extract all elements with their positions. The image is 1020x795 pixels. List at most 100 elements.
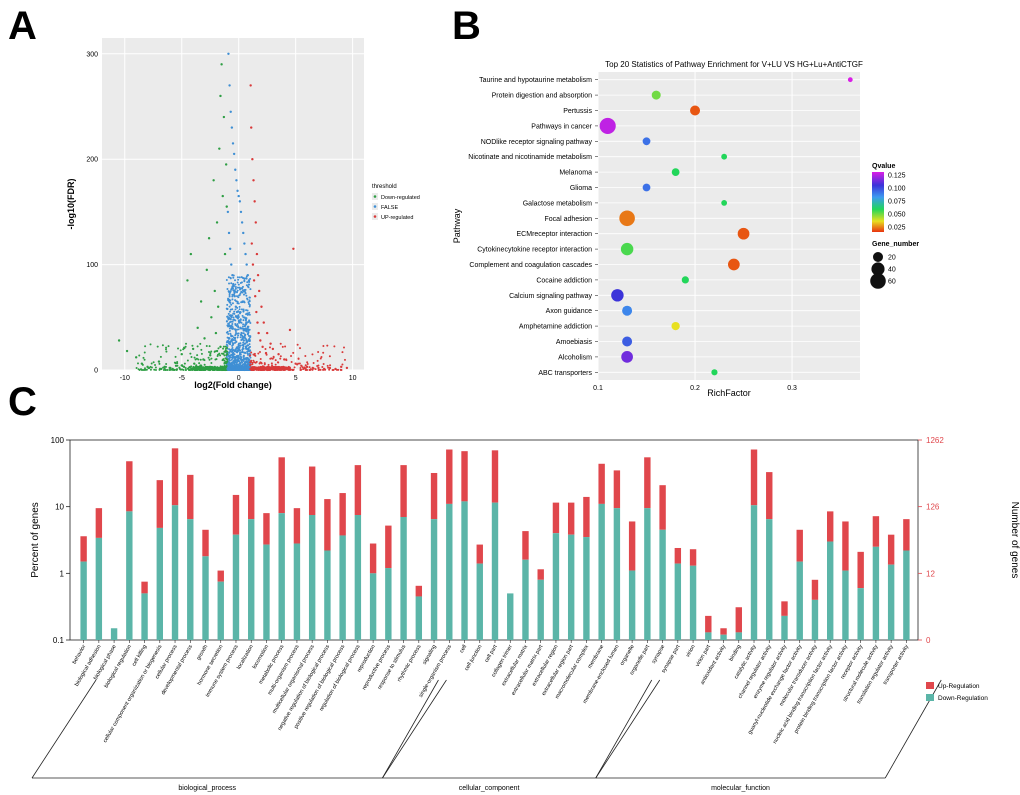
volcano-point-down bbox=[182, 368, 185, 371]
kegg-pathway-label: Cytokinecytokine receptor interaction bbox=[477, 247, 592, 254]
volcano-x-tick-label: 10 bbox=[349, 375, 357, 382]
volcano-point-false bbox=[245, 358, 248, 361]
volcano-point bbox=[265, 367, 269, 370]
volcano-point-up bbox=[251, 363, 254, 366]
volcano-point-false bbox=[239, 292, 242, 295]
volcano-point bbox=[258, 289, 261, 293]
go-category-label: behavior bbox=[72, 644, 88, 665]
volcano-point-down bbox=[223, 362, 226, 365]
kegg-pathway-label: Melanoma bbox=[559, 170, 592, 177]
go-bar-down bbox=[248, 519, 255, 640]
volcano-point-false bbox=[225, 341, 228, 344]
volcano-point-false bbox=[240, 301, 243, 304]
volcano-y-tick-label: 100 bbox=[86, 262, 98, 269]
volcano-point-false bbox=[249, 322, 252, 325]
volcano-point-false bbox=[243, 329, 246, 332]
kegg-bubble bbox=[620, 242, 634, 256]
volcano-point-false bbox=[243, 277, 246, 280]
panel-label-c: C bbox=[8, 380, 37, 424]
go-bar-down bbox=[522, 559, 529, 640]
volcano-point bbox=[239, 326, 242, 330]
kegg-size-legend-label: 60 bbox=[888, 279, 896, 286]
volcano-point-false bbox=[237, 334, 240, 337]
volcano-point-up bbox=[296, 343, 299, 346]
volcano-point-false bbox=[231, 295, 234, 298]
kegg-size-legend-dot bbox=[871, 262, 885, 276]
volcano-point bbox=[199, 300, 203, 303]
volcano-point-down bbox=[150, 366, 153, 369]
volcano-point bbox=[219, 368, 222, 371]
go-bar-down bbox=[293, 543, 301, 640]
volcano-point-false bbox=[249, 277, 252, 280]
volcano-point bbox=[221, 194, 224, 198]
volcano-point-false bbox=[236, 350, 239, 353]
kegg-bubble bbox=[671, 168, 680, 176]
volcano-point-down bbox=[190, 365, 193, 368]
volcano-point-down bbox=[218, 352, 221, 355]
volcano-point bbox=[192, 366, 195, 369]
volcano-point-false bbox=[246, 344, 249, 347]
volcano-point-false bbox=[248, 337, 251, 340]
go-bar-down bbox=[735, 632, 742, 640]
volcano-point-down bbox=[186, 359, 189, 362]
volcano-point-up bbox=[298, 347, 301, 350]
volcano-point-down bbox=[163, 367, 166, 370]
go-bar-up bbox=[248, 476, 255, 520]
volcano-point bbox=[180, 352, 183, 356]
volcano-point bbox=[252, 279, 256, 282]
volcano-point-down bbox=[167, 345, 170, 348]
volcano-point bbox=[174, 364, 178, 367]
go-bar-up bbox=[446, 449, 453, 504]
kegg-pathway-label: Alcoholism bbox=[558, 354, 592, 361]
volcano-point bbox=[246, 347, 249, 351]
volcano-point-down bbox=[195, 357, 198, 360]
go-bar-down bbox=[369, 573, 377, 640]
go-legend: Up-Regulation Down-Regulation bbox=[926, 682, 988, 702]
volcano-point bbox=[280, 366, 283, 369]
volcano-point bbox=[186, 279, 189, 282]
volcano-point-down bbox=[136, 362, 139, 365]
volcano-point-down bbox=[189, 352, 192, 355]
kegg-qvalue-tick-label: 0.125 bbox=[888, 173, 906, 180]
volcano-point-false bbox=[232, 356, 235, 359]
volcano-point-false bbox=[227, 361, 230, 364]
volcano-point bbox=[191, 347, 195, 351]
go-bars bbox=[80, 448, 910, 640]
volcano-point bbox=[260, 305, 263, 308]
volcano-point bbox=[228, 367, 231, 370]
volcano-point bbox=[251, 263, 255, 266]
volcano-point bbox=[218, 147, 221, 150]
kegg-size-legend-title: Gene_number bbox=[872, 241, 919, 248]
volcano-point-up bbox=[306, 362, 309, 365]
volcano-point-false bbox=[231, 314, 234, 317]
go-bar-up bbox=[278, 457, 285, 514]
volcano-point-false bbox=[228, 324, 231, 327]
volcano-point bbox=[283, 358, 286, 361]
volcano-point-down bbox=[213, 350, 216, 353]
volcano-point-false bbox=[239, 361, 242, 364]
volcano-point-down bbox=[209, 352, 212, 355]
volcano-point-false bbox=[242, 300, 245, 303]
go-group-bracket-side bbox=[595, 679, 653, 779]
volcano-point bbox=[254, 221, 257, 224]
go-bar-up bbox=[857, 551, 864, 589]
volcano-point-false bbox=[237, 347, 240, 350]
go-bar-up bbox=[308, 466, 316, 515]
volcano-point-false bbox=[237, 328, 240, 331]
volcano-point bbox=[215, 221, 219, 224]
go-bar-up bbox=[674, 547, 682, 564]
volcano-point-down bbox=[223, 354, 226, 357]
volcano-point-down bbox=[222, 347, 225, 350]
go-bar-down bbox=[385, 568, 392, 640]
volcano-point-false bbox=[228, 310, 231, 313]
go-category-label: developmental process bbox=[161, 644, 195, 696]
volcano-point-false bbox=[231, 339, 234, 342]
kegg-qvalue-legend-title: Qvalue bbox=[872, 163, 895, 170]
volcano-point-down bbox=[143, 367, 146, 370]
volcano-point bbox=[171, 367, 174, 371]
volcano-point-down bbox=[174, 355, 177, 358]
volcano-point bbox=[232, 284, 235, 287]
go-y-axis-label-left: Percent of genes bbox=[30, 502, 41, 578]
volcano-point bbox=[243, 368, 246, 372]
